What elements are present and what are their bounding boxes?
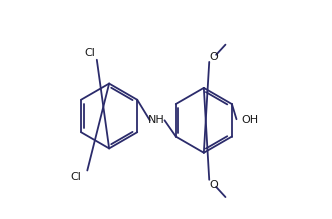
- Text: O: O: [209, 180, 218, 190]
- Text: Cl: Cl: [70, 172, 81, 182]
- Text: OH: OH: [241, 115, 258, 125]
- Text: NH: NH: [148, 115, 165, 125]
- Text: O: O: [209, 51, 218, 62]
- Text: Cl: Cl: [85, 48, 96, 58]
